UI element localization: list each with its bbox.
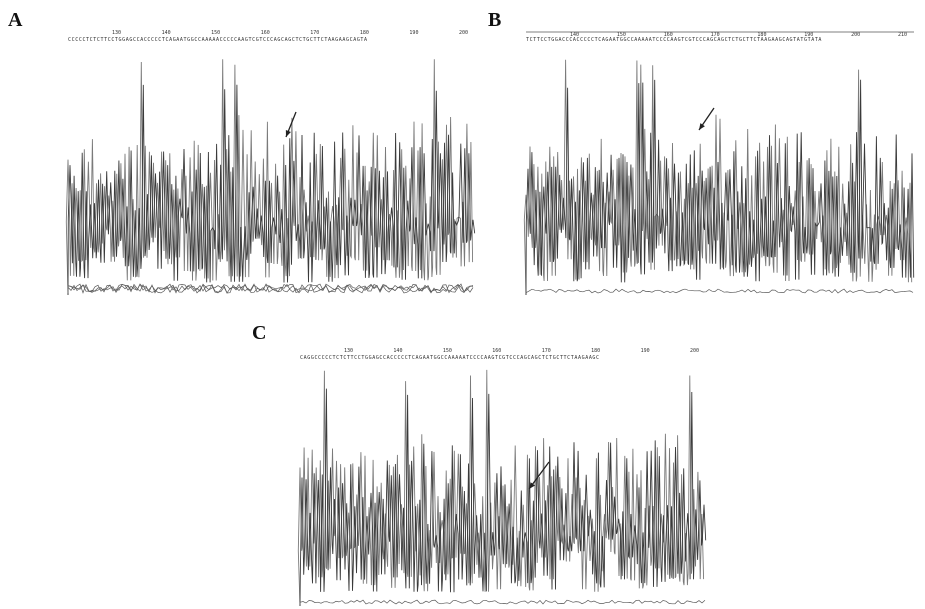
panel-c-label: C (252, 322, 267, 344)
position-tick-label: 190 (409, 30, 418, 36)
position-tick-label: 180 (591, 348, 600, 354)
chromatogram-panel-b: 140 150 160 170 180 190 200 210 TCTTCCTGGACCCACC… (522, 30, 918, 305)
chromatogram-panel-c: 130 140 150 160 170 180 190 200 CAGGCCCCCTCTCTTC… (296, 346, 710, 609)
trace-line (525, 79, 915, 296)
base-sequence-c: CAGGCCCCCTCTCTTCCTGGAGCCACCCCCTCAGAATGGC… (300, 355, 600, 361)
position-tick-label: 190 (804, 32, 813, 38)
chromatogram-b-svg: 140 150 160 170 180 190 200 210 TCTTCCTGGACCCACC… (523, 31, 915, 296)
trace-line (523, 59, 913, 296)
position-tick-label: 210 (898, 32, 907, 38)
trace-group-c (297, 369, 707, 607)
position-tick-label: 180 (360, 30, 369, 36)
position-tick-label: 160 (664, 32, 673, 38)
panel-b-label: B (488, 9, 502, 31)
position-tick-label: 170 (711, 32, 720, 38)
panel-a-label: A (8, 9, 23, 31)
position-tick-label: 170 (310, 30, 319, 36)
trace-line (297, 369, 705, 607)
trace-group-b (523, 59, 915, 296)
base-sequence-b: TCTTCCTGGACCCACCCCCTCAGAATGGCCAAAAATCCCC… (526, 37, 822, 43)
position-tick-label: 150 (443, 348, 452, 354)
trace-line (299, 388, 707, 607)
position-tick-label: 150 (211, 30, 220, 36)
mutation-arrow-head (529, 482, 536, 489)
position-tick-label: 160 (261, 30, 270, 36)
position-tick-label: 180 (757, 32, 766, 38)
chromatogram-c-svg: 130 140 150 160 170 180 190 200 CAGGCCCCCTCTCTTC… (297, 348, 707, 607)
trace-line (67, 84, 476, 296)
baseline-noise (67, 283, 474, 294)
baseline-noise (67, 283, 474, 294)
mutation-arrow-head (285, 130, 291, 137)
chromatogram-a-svg: 130 140 150 160 170 180 190 200 CCCCCTCTCTTCCTGG… (65, 30, 476, 296)
position-tick-label: 190 (641, 348, 650, 354)
position-tick-label: 170 (542, 348, 551, 354)
trace-line (65, 59, 474, 296)
position-tick-label: 140 (393, 348, 402, 354)
baseline-noise (299, 599, 706, 605)
trace-group-a (65, 59, 476, 296)
position-tick-label: 150 (617, 32, 626, 38)
position-tick-label: 200 (690, 348, 699, 354)
position-tick-label: 140 (162, 30, 171, 36)
position-tick-label: 130 (344, 348, 353, 354)
position-tick-label: 140 (570, 32, 579, 38)
position-tick-label: 130 (112, 30, 121, 36)
position-tick-label: 200 (459, 30, 468, 36)
mutation-arrow-head (699, 123, 705, 130)
baseline-noise (525, 288, 914, 294)
chromatogram-panel-a: 130 140 150 160 170 180 190 200 CCCCCTCTCTTCCTGG… (64, 30, 479, 305)
position-tick-label: 160 (492, 348, 501, 354)
position-tick-label: 200 (851, 32, 860, 38)
base-sequence-a: CCCCCTCTCTTCCTGGAGCCACCCCCTCAGAATGGCCAAA… (68, 37, 368, 43)
